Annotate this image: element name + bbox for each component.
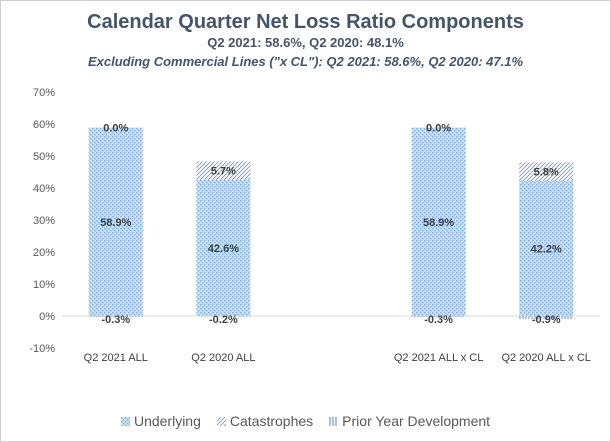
y-tick-label: 50% <box>33 151 55 163</box>
category-label: Q2 2020 ALL <box>191 352 255 364</box>
data-label-catastrophes: 0.0% <box>103 123 128 135</box>
bar-catastrophes <box>519 162 574 181</box>
legend-swatch-pyd <box>329 416 339 426</box>
category-label: Q2 2021 ALL x CL <box>394 352 484 364</box>
bar-pyd <box>519 316 574 319</box>
legend-item-underlying: Underlying <box>120 413 201 429</box>
category-label: Q2 2021 ALL <box>84 352 148 364</box>
bar-underlying <box>88 127 143 317</box>
legend-item-pyd: Prior Year Development <box>329 413 490 429</box>
chart-subtitle: Q2 2021: 58.6%, Q2 2020: 48.1% <box>207 35 404 50</box>
bar-pyd <box>88 316 143 317</box>
bar-pyd <box>196 316 251 317</box>
data-label-catastrophes: 5.7% <box>211 166 236 178</box>
chart-titles: Calendar Quarter Net Loss Ratio Componen… <box>0 10 611 70</box>
bar-underlying <box>196 179 251 316</box>
chart-subtitle-2: Excluding Commercial Lines ("x CL"): Q2 … <box>88 54 523 69</box>
y-tick-label: -10% <box>29 343 55 355</box>
legend-swatch-underlying <box>120 416 130 426</box>
chart-legend: Underlying Catastrophes Prior Year Devel… <box>0 413 611 429</box>
chart-title: Calendar Quarter Net Loss Ratio Componen… <box>87 11 524 33</box>
data-label-underlying: 58.9% <box>423 217 454 229</box>
legend-label-pyd: Prior Year Development <box>342 413 491 429</box>
bar-underlying <box>411 127 466 317</box>
data-label-pyd: -0.3% <box>101 314 130 326</box>
data-label-pyd: -0.3% <box>424 314 453 326</box>
bar-pyd <box>411 316 466 317</box>
bar-underlying <box>519 180 574 316</box>
y-tick-label: 10% <box>33 279 55 291</box>
data-label-underlying: 58.9% <box>100 217 131 229</box>
data-label-pyd: -0.9% <box>532 314 561 326</box>
y-tick-label: 30% <box>33 215 55 227</box>
data-label-catastrophes: 5.8% <box>534 167 559 179</box>
legend-swatch-catastrophes <box>216 416 226 426</box>
data-label-catastrophes: 0.0% <box>426 123 451 135</box>
y-tick-label: 40% <box>33 183 55 195</box>
legend-label-underlying: Underlying <box>133 413 201 429</box>
bar-catastrophes <box>196 161 251 180</box>
data-label-underlying: 42.6% <box>208 243 239 255</box>
data-label-underlying: 42.2% <box>531 243 562 255</box>
legend-label-catastrophes: Catastrophes <box>229 413 314 429</box>
y-tick-label: 20% <box>33 247 55 259</box>
y-tick-label: 0% <box>39 311 55 323</box>
legend-item-catastrophes: Catastrophes <box>216 413 314 429</box>
y-tick-label: 70% <box>33 87 55 99</box>
y-tick-label: 60% <box>33 119 55 131</box>
category-label: Q2 2020 ALL x CL <box>501 352 591 364</box>
data-label-pyd: -0.2% <box>209 314 238 326</box>
